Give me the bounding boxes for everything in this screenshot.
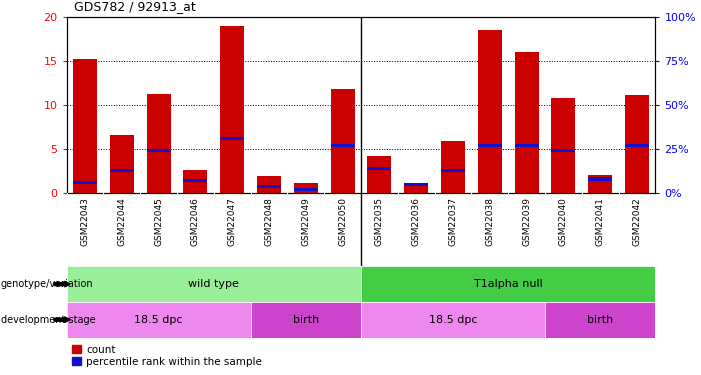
Bar xyxy=(515,52,538,193)
Text: GSM22038: GSM22038 xyxy=(485,197,494,246)
Bar xyxy=(147,149,170,152)
Bar xyxy=(367,167,391,170)
Text: genotype/variation: genotype/variation xyxy=(1,279,93,289)
Text: GSM22050: GSM22050 xyxy=(338,197,347,246)
Text: GSM22039: GSM22039 xyxy=(522,197,531,246)
Text: GSM22047: GSM22047 xyxy=(228,197,237,246)
Bar xyxy=(147,94,170,193)
Bar xyxy=(67,302,251,338)
Bar xyxy=(184,179,207,182)
Bar xyxy=(552,149,576,152)
Bar xyxy=(110,169,134,172)
Bar xyxy=(478,144,502,147)
Text: development stage: development stage xyxy=(1,315,95,325)
Text: GSM22048: GSM22048 xyxy=(264,197,273,246)
Bar xyxy=(73,181,97,184)
Bar xyxy=(545,302,655,338)
Bar xyxy=(294,188,318,191)
Text: GSM22044: GSM22044 xyxy=(117,197,126,246)
Bar xyxy=(67,266,361,302)
Bar xyxy=(588,175,612,193)
Text: T1alpha null: T1alpha null xyxy=(474,279,543,289)
Bar xyxy=(331,89,355,193)
Bar xyxy=(478,30,502,193)
Text: GSM22040: GSM22040 xyxy=(559,197,568,246)
Bar xyxy=(110,135,134,193)
Bar xyxy=(73,59,97,193)
Text: GSM22046: GSM22046 xyxy=(191,197,200,246)
Bar xyxy=(588,177,612,181)
Bar xyxy=(552,98,576,193)
Bar xyxy=(294,183,318,193)
Text: birth: birth xyxy=(587,315,613,325)
Bar xyxy=(331,144,355,147)
Text: GSM22045: GSM22045 xyxy=(154,197,163,246)
Bar xyxy=(404,183,428,193)
Text: GSM22043: GSM22043 xyxy=(81,197,90,246)
Bar xyxy=(441,141,465,193)
Legend: count, percentile rank within the sample: count, percentile rank within the sample xyxy=(72,345,262,367)
Text: birth: birth xyxy=(293,315,319,325)
Bar xyxy=(625,144,649,147)
Bar xyxy=(367,156,391,193)
Text: GSM22042: GSM22042 xyxy=(632,197,641,246)
Bar xyxy=(515,144,538,147)
Text: 18.5 dpc: 18.5 dpc xyxy=(135,315,183,325)
Text: GSM22049: GSM22049 xyxy=(301,197,311,246)
Bar xyxy=(257,176,281,193)
Bar xyxy=(361,302,545,338)
Bar xyxy=(220,26,244,193)
Bar xyxy=(184,170,207,193)
Text: GSM22035: GSM22035 xyxy=(375,197,384,246)
Text: wild type: wild type xyxy=(189,279,239,289)
Bar xyxy=(257,184,281,188)
Text: GSM22036: GSM22036 xyxy=(411,197,421,246)
Text: GSM22041: GSM22041 xyxy=(596,197,605,246)
Text: GDS782 / 92913_at: GDS782 / 92913_at xyxy=(74,0,196,13)
Bar xyxy=(625,95,649,193)
Bar xyxy=(251,302,361,338)
Bar xyxy=(404,183,428,186)
Bar xyxy=(441,169,465,172)
Text: GSM22037: GSM22037 xyxy=(449,197,458,246)
Text: 18.5 dpc: 18.5 dpc xyxy=(429,315,477,325)
Bar xyxy=(361,266,655,302)
Bar xyxy=(220,137,244,140)
